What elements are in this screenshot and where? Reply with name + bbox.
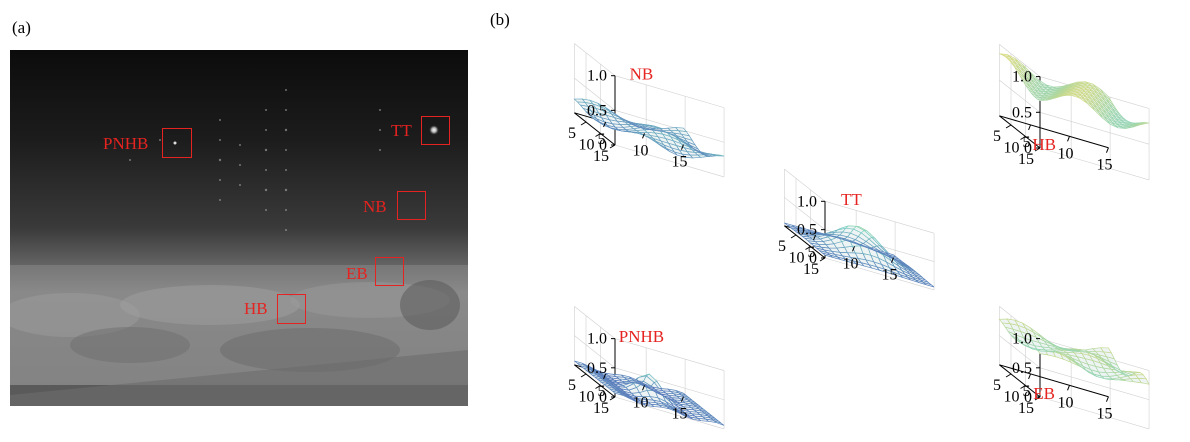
x-tick-label: 5: [1023, 134, 1031, 151]
y-tick-label: 15: [1018, 400, 1034, 417]
x-tick-label: 5: [1023, 383, 1031, 400]
surface-plot-title: NB: [630, 64, 654, 83]
z-tick-label: 0.5: [587, 102, 607, 119]
roi-box-hb: [277, 294, 306, 324]
x-tick-label: 5: [808, 244, 816, 261]
y-tick-label: 10: [1004, 140, 1020, 157]
roi-box-pnhb: [162, 128, 192, 158]
x-tick-label: 5: [598, 383, 606, 400]
surface-plot-title: HB: [1032, 135, 1056, 154]
x-tick-label: 15: [671, 406, 687, 423]
y-tick-label: 10: [579, 137, 595, 154]
y-tick-label: 10: [789, 250, 805, 267]
roi-label-nb: NB: [363, 198, 387, 215]
roi-box-nb: [397, 191, 426, 220]
x-tick-label: 15: [671, 154, 687, 171]
z-tick-label: 0.5: [1012, 104, 1032, 121]
y-tick-label: 15: [593, 148, 609, 165]
x-tick-label: 10: [1058, 145, 1074, 162]
y-tick-label: 15: [593, 400, 609, 417]
roi-box-tt: [421, 116, 450, 145]
x-tick-label: 10: [633, 394, 649, 411]
surface-plot-title: TT: [841, 190, 862, 209]
z-tick-label: 0.5: [797, 222, 817, 239]
y-tick-label: 10: [1004, 389, 1020, 406]
roi-box-eb: [375, 257, 404, 286]
y-tick-label: 15: [803, 261, 819, 278]
roi-label-hb: HB: [244, 300, 268, 317]
x-tick-label: 15: [1096, 157, 1112, 174]
z-tick-label: 1.0: [587, 68, 607, 85]
y-tick-label: 5: [993, 128, 1001, 145]
y-tick-label: 5: [778, 238, 786, 255]
infrared-image-graphic: [10, 50, 468, 406]
roi-label-tt: TT: [391, 122, 412, 139]
y-tick-label: 5: [993, 377, 1001, 394]
x-tick-label: 10: [843, 255, 859, 272]
panel-b-label: (b): [490, 10, 510, 30]
x-tick-label: 10: [633, 142, 649, 159]
infrared-image: [10, 50, 468, 406]
y-tick-label: 10: [579, 389, 595, 406]
y-tick-label: 5: [568, 377, 576, 394]
z-tick-label: 1.0: [1012, 69, 1032, 86]
x-tick-label: 15: [1096, 406, 1112, 423]
roi-label-pnhb: PNHB: [103, 135, 148, 152]
surface-plot-title: EB: [1033, 384, 1055, 403]
x-tick-label: 10: [1058, 394, 1074, 411]
x-tick-label: 5: [598, 131, 606, 148]
z-tick-label: 0.5: [587, 360, 607, 377]
surface-plot-title: PNHB: [619, 327, 664, 346]
z-tick-label: 1.0: [797, 193, 817, 210]
y-tick-label: 5: [568, 125, 576, 142]
panel-a-label: (a): [12, 18, 31, 38]
z-tick-label: 0.5: [1012, 360, 1032, 377]
mesh-cell: [1138, 378, 1149, 384]
z-tick-label: 1.0: [587, 331, 607, 348]
z-tick-label: 1.0: [1012, 331, 1032, 348]
x-tick-label: 15: [881, 267, 897, 284]
roi-label-eb: EB: [346, 265, 368, 282]
